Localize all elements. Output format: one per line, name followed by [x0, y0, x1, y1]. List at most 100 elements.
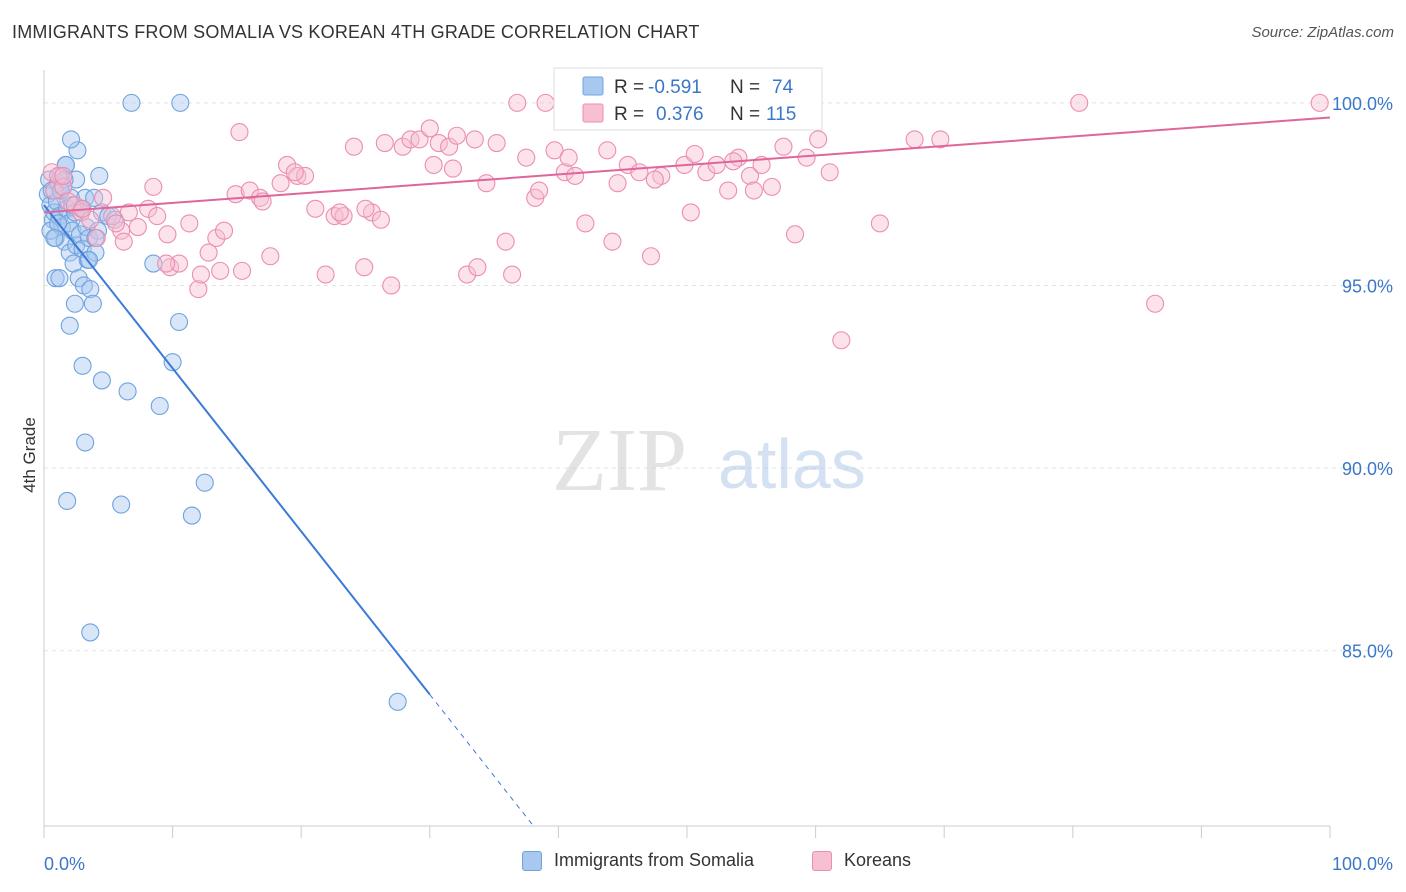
- point-koreans-83: [820, 163, 839, 182]
- point-koreans-48: [447, 126, 466, 145]
- point-koreans-45: [420, 119, 439, 138]
- legend-swatch-bottom-somalia: [522, 850, 542, 871]
- point-koreans-37: [344, 137, 363, 156]
- point-koreans-81: [797, 148, 816, 167]
- point-somalia-58: [81, 623, 100, 642]
- point-koreans-61: [576, 214, 595, 233]
- point-koreans-79: [774, 137, 793, 156]
- point-somalia-59: [388, 692, 407, 711]
- point-koreans-41: [382, 276, 401, 295]
- x-tick-label-min: 0.0%: [44, 854, 85, 874]
- legend-n-label-somalia: N =: [730, 77, 760, 98]
- point-koreans-82: [809, 130, 828, 149]
- watermark-atlas: atlas: [718, 425, 866, 503]
- point-koreans-71: [685, 144, 704, 164]
- point-koreans-60: [566, 166, 585, 185]
- point-koreans-98: [211, 261, 230, 280]
- point-koreans-63: [598, 141, 617, 160]
- point-somalia-44: [73, 356, 92, 375]
- point-somalia-70: [45, 228, 64, 248]
- point-koreans-50: [468, 258, 487, 277]
- point-koreans-57: [536, 93, 555, 112]
- point-somalia-51: [163, 353, 182, 372]
- point-koreans-13: [128, 217, 147, 237]
- legend-r-label-somalia: R =: [614, 77, 644, 98]
- trend-line-koreans: [43, 116, 1331, 214]
- axes: [43, 70, 1330, 827]
- point-koreans-59: [555, 163, 574, 182]
- y-tick-label-3: 85.0%: [1342, 642, 1393, 662]
- legend-r-value-somalia: -0.591: [648, 77, 702, 98]
- legend-n-value-koreans: 115: [766, 104, 796, 125]
- point-koreans-22: [207, 228, 226, 248]
- point-koreans-80: [785, 225, 805, 244]
- point-koreans-99: [230, 123, 249, 142]
- legend-n-value-somalia: 74: [772, 77, 794, 98]
- point-koreans-95: [144, 177, 163, 196]
- point-koreans-19: [180, 214, 199, 233]
- point-koreans-93: [106, 214, 126, 233]
- point-koreans-109: [530, 181, 549, 200]
- point-somalia-61: [171, 93, 190, 112]
- point-koreans-112: [645, 170, 664, 189]
- point-somalia-43: [65, 294, 84, 313]
- point-somalia-56: [76, 433, 95, 452]
- point-koreans-54: [508, 93, 527, 112]
- point-koreans-89: [1146, 294, 1165, 313]
- series-somalia-points: [38, 93, 407, 711]
- legend-label-somalia: Immigrants from Somalia: [554, 850, 755, 870]
- point-koreans-55: [517, 148, 536, 167]
- point-koreans-18: [169, 254, 189, 273]
- point-somalia-46: [92, 371, 111, 390]
- point-koreans-25: [232, 261, 252, 280]
- point-koreans-94: [114, 232, 133, 251]
- point-koreans-111: [603, 232, 622, 251]
- legend-swatch-koreans: [582, 103, 604, 123]
- point-koreans-32: [296, 166, 315, 185]
- point-koreans-101: [285, 163, 304, 182]
- point-koreans-46: [429, 133, 448, 153]
- point-somalia-60: [122, 93, 141, 112]
- y-tick-labels: 100.0% 95.0% 90.0% 85.0%: [1332, 94, 1393, 662]
- point-koreans-29: [271, 174, 290, 193]
- point-somalia-57: [112, 495, 131, 514]
- point-koreans-106: [443, 159, 462, 178]
- point-koreans-49: [458, 265, 477, 284]
- point-koreans-91: [54, 166, 73, 185]
- y-tick-label-1: 95.0%: [1342, 276, 1393, 296]
- y-axis-label: 4th Grade: [20, 417, 39, 493]
- legend-r-value-koreans: 0.376: [656, 104, 704, 125]
- legend-item-koreans: Koreans: [812, 850, 911, 871]
- y-tick-label-2: 90.0%: [1342, 459, 1393, 479]
- point-koreans-52: [487, 133, 506, 153]
- point-koreans-66: [630, 163, 649, 182]
- point-koreans-84: [832, 331, 851, 350]
- point-koreans-103: [356, 199, 375, 218]
- trend-lines: [43, 116, 1331, 826]
- point-somalia-53: [195, 473, 214, 492]
- point-koreans-38: [355, 258, 374, 277]
- point-koreans-2: [49, 166, 68, 185]
- point-somalia-41: [60, 316, 79, 335]
- point-koreans-102: [330, 203, 349, 222]
- point-koreans-51: [477, 174, 496, 193]
- chart-source: Source: ZipAtlas.com: [1251, 24, 1394, 41]
- point-koreans-64: [608, 174, 627, 193]
- point-somalia-50: [150, 396, 169, 416]
- point-koreans-85: [870, 214, 889, 233]
- point-koreans-20: [189, 280, 208, 299]
- watermark-zip: ZIP: [552, 411, 687, 510]
- point-koreans-76: [740, 166, 760, 185]
- legend-top: R = -0.591 N = 74 R = 0.376 N = 115: [553, 67, 823, 131]
- point-koreans-40: [371, 210, 390, 229]
- point-koreans-26: [240, 181, 259, 200]
- point-somalia-65: [90, 166, 109, 185]
- point-koreans-33: [306, 199, 325, 218]
- trend-line-somalia-extension: [429, 694, 534, 826]
- point-somalia-39: [46, 269, 65, 288]
- point-somalia-34: [83, 294, 102, 313]
- point-koreans-97: [191, 265, 210, 284]
- point-somalia-33: [81, 280, 100, 299]
- point-koreans-21: [199, 243, 218, 262]
- point-somalia-1: [40, 170, 59, 189]
